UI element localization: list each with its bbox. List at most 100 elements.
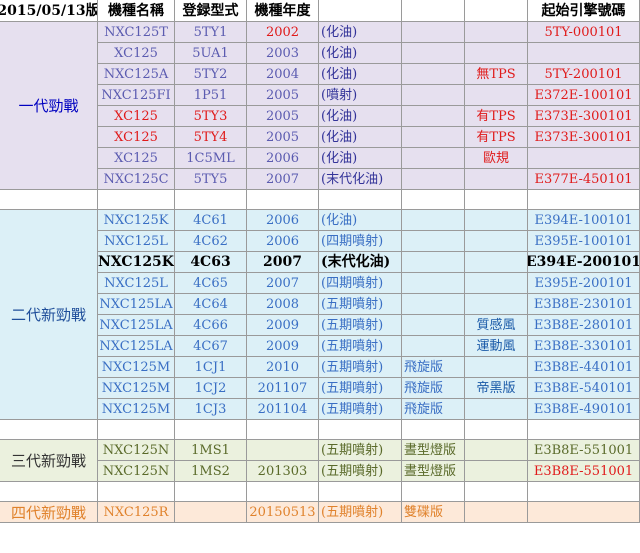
table-row: XC125 1C5ML 2006 (化油) 歐規 [0,148,640,169]
edition-cell [402,210,465,231]
header-model-name: 機種名稱 [98,0,175,22]
variant-note-cell: 有TPS [465,127,528,148]
model-name-cell: NXC125LA [98,315,175,336]
edition-cell [402,22,465,43]
table-row: NXC125M 1CJ2 201107 (五期噴射) 飛旋版 帝黑版 E3B8E-54010… [0,378,640,399]
engine-number-cell: E3B8E-551001 [528,440,640,461]
variant-note-cell: 運動風 [465,336,528,357]
generation-label: 三代新勁戰 [0,440,98,482]
fuel-system-cell: (末代化油) [319,169,402,190]
edition-cell: 晝型燈版 [402,461,465,482]
fuel-system-cell: (四期噴射) [319,231,402,252]
registration-type-cell: 1CJ2 [175,378,247,399]
generation-label: 四代新勁戰 [0,502,98,523]
model-name-cell: NXC125M [98,378,175,399]
engine-number-cell: E373E-300101 [528,127,640,148]
model-name-cell: NXC125L [98,231,175,252]
fuel-system-cell: (五期噴射) [319,357,402,378]
model-name-cell: NXC125M [98,399,175,420]
edition-cell [402,294,465,315]
fuel-system-cell: (末代化油) [319,252,402,273]
model-name-cell: NXC125R [98,502,175,523]
model-year-cell: 2009 [247,315,319,336]
model-name-cell: NXC125K [98,252,175,273]
model-name-cell: XC125 [98,43,175,64]
empty-cell [98,482,175,502]
registration-type-cell: 5TY3 [175,106,247,127]
model-year-cell: 201107 [247,378,319,399]
variant-note-cell [465,502,528,523]
empty-cell [465,190,528,210]
table-row: NXC125LA 4C66 2009 (五期噴射) 質感風 E3B8E-280101 [0,315,640,336]
empty-cell [175,482,247,502]
model-name-cell: XC125 [98,106,175,127]
engine-number-cell: 5TY-200101 [528,64,640,85]
table-row: NXC125M 1CJ1 2010 (五期噴射) 飛旋版 E3B8E-440101 [0,357,640,378]
fuel-system-cell: (化油) [319,210,402,231]
engine-number-cell: E372E-100101 [528,85,640,106]
empty-cell [465,482,528,502]
table-row: NXC125K 4C63 2007 (末代化油) E394E-200101 [0,252,640,273]
model-name-cell: NXC125A [98,64,175,85]
registration-type-cell: 1MS2 [175,461,247,482]
variant-note-cell: 歐規 [465,148,528,169]
registration-type-cell: 1P51 [175,85,247,106]
variant-note-cell: 有TPS [465,106,528,127]
registration-type-cell: 5UA1 [175,43,247,64]
header-blank-variant [465,0,528,22]
empty-cell [247,420,319,440]
empty-cell [0,420,98,440]
variant-note-cell [465,399,528,420]
empty-cell [319,420,402,440]
empty-cell [528,420,640,440]
header-blank-fuel [319,0,402,22]
model-year-cell: 201303 [247,461,319,482]
table-row: NXC125C 5TY5 2007 (末代化油) E377E-450101 [0,169,640,190]
empty-cell [319,190,402,210]
edition-cell: 晝型燈版 [402,440,465,461]
model-year-cell: 20150513 [247,502,319,523]
table-row: NXC125A 5TY2 2004 (化油) 無TPS 5TY-200101 [0,64,640,85]
variant-note-cell: 質感風 [465,315,528,336]
edition-cell [402,43,465,64]
registration-type-cell: 1CJ1 [175,357,247,378]
fuel-system-cell: (五期噴射) [319,461,402,482]
edition-cell [402,169,465,190]
edition-cell [402,273,465,294]
engine-number-cell: E3B8E-540101 [528,378,640,399]
fuel-system-cell: (五期噴射) [319,502,402,523]
engine-number-cell [528,148,640,169]
model-year-cell: 2005 [247,127,319,148]
variant-note-cell: 無TPS [465,64,528,85]
fuel-system-cell: (化油) [319,148,402,169]
registration-type-cell [175,502,247,523]
model-year-cell: 2003 [247,43,319,64]
variant-note-cell [465,22,528,43]
header-registration-type: 登録型式 [175,0,247,22]
variant-note-cell [465,252,528,273]
registration-type-cell: 5TY2 [175,64,247,85]
table-row: NXC125FI 1P51 2005 (噴射) E372E-100101 [0,85,640,106]
registration-type-cell: 5TY4 [175,127,247,148]
edition-cell [402,127,465,148]
variant-note-cell [465,461,528,482]
model-year-cell: 2009 [247,336,319,357]
edition-cell: 飛旋版 [402,399,465,420]
model-name-cell: NXC125K [98,210,175,231]
engine-number-cell: E3B8E-440101 [528,357,640,378]
fuel-system-cell: (化油) [319,127,402,148]
model-year-cell: 2006 [247,210,319,231]
empty-cell [528,190,640,210]
fuel-system-cell: (化油) [319,64,402,85]
model-name-cell: NXC125C [98,169,175,190]
fuel-system-cell: (五期噴射) [319,440,402,461]
edition-cell [402,148,465,169]
registration-type-cell: 4C62 [175,231,247,252]
model-year-cell: 2002 [247,22,319,43]
model-year-cell: 2005 [247,106,319,127]
fuel-system-cell: (化油) [319,43,402,64]
header-row: 2015/05/13版 機種名稱 登録型式 機種年度 起始引擎號碼 [0,0,640,22]
model-year-cell: 2007 [247,169,319,190]
engine-number-cell: 5TY-000101 [528,22,640,43]
empty-cell [0,482,98,502]
